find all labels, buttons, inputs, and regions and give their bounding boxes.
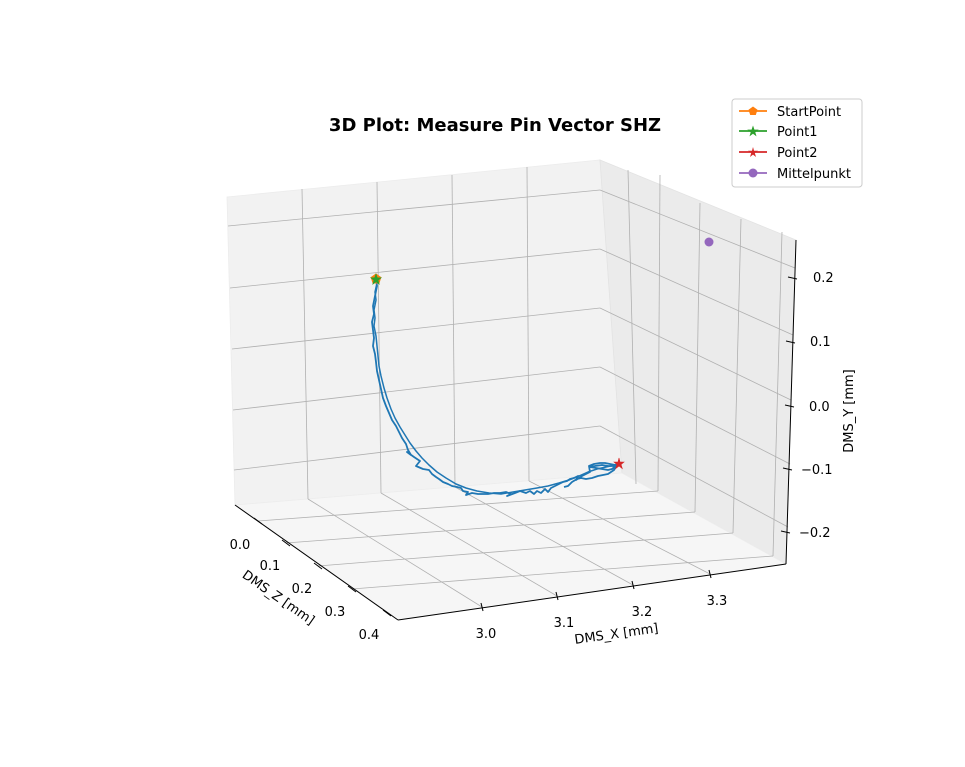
tick-mark bbox=[780, 530, 791, 534]
grid-line bbox=[657, 174, 661, 492]
legend-entry-point2: Point2 bbox=[739, 146, 818, 161]
series-trajectory-return bbox=[373, 282, 616, 495]
legend-point1-marker bbox=[747, 125, 759, 137]
x-axis-label: DMS_X [mm] bbox=[574, 621, 660, 648]
left-pane bbox=[226, 159, 623, 506]
tick-mark bbox=[784, 404, 795, 408]
x-tick-label: 3.0 bbox=[476, 627, 497, 642]
z-axis-line bbox=[234, 504, 399, 621]
grid-line bbox=[599, 189, 796, 269]
grid-line bbox=[451, 174, 456, 488]
legend-entry-startpoint: StartPoint bbox=[739, 105, 841, 120]
legend-point2-marker bbox=[748, 147, 758, 157]
x-axis-line bbox=[397, 563, 787, 621]
grid-line bbox=[599, 425, 789, 528]
legend-label: Mittelpunkt bbox=[777, 167, 851, 182]
legend: StartPoint Point1 Point2 Mittelpunkt bbox=[731, 98, 863, 188]
tick-mark bbox=[382, 609, 392, 617]
tick-mark bbox=[785, 340, 796, 344]
z-tick-label: 0.1 bbox=[260, 559, 281, 574]
x-tick-label: 3.2 bbox=[632, 605, 653, 620]
chart-title: 3D Plot: Measure Pin Vector SHZ bbox=[329, 115, 661, 136]
axis-lines bbox=[234, 239, 797, 621]
y-tick-label: −0.1 bbox=[801, 463, 833, 478]
tick-labels: 0.0 0.1 0.2 0.3 0.4 3.0 3.1 3.2 3.3 0.2 … bbox=[230, 271, 834, 643]
point2-marker bbox=[613, 457, 625, 470]
tick-mark bbox=[782, 467, 793, 471]
grid-line bbox=[232, 366, 601, 411]
z-tick-label: 0.3 bbox=[325, 605, 346, 620]
tick-mark bbox=[253, 517, 263, 525]
grid-line bbox=[599, 366, 791, 465]
grid-line bbox=[233, 425, 601, 471]
z-tick-label: 0.0 bbox=[230, 538, 251, 553]
y-tick-label: 0.0 bbox=[809, 400, 830, 415]
legend-label: StartPoint bbox=[777, 105, 841, 120]
legend-startpoint-marker bbox=[748, 106, 758, 115]
tick-mark bbox=[631, 580, 635, 590]
tick-mark bbox=[708, 569, 712, 579]
legend-entry-point1: Point1 bbox=[739, 125, 818, 140]
grid-line bbox=[772, 231, 783, 557]
tick-mark bbox=[480, 602, 484, 612]
axis-panes bbox=[226, 159, 797, 621]
grid-line bbox=[307, 498, 483, 608]
x-tick-label: 3.1 bbox=[554, 616, 575, 631]
grid-line bbox=[301, 188, 309, 500]
grid-line bbox=[227, 189, 601, 227]
grid-line bbox=[599, 248, 794, 336]
legend-mittelpunkt-marker bbox=[748, 168, 758, 178]
grid-lines bbox=[227, 166, 796, 608]
legend-entry-mittelpunkt: Mittelpunkt bbox=[739, 167, 851, 182]
grid-line bbox=[376, 181, 382, 494]
tick-mark bbox=[347, 585, 357, 593]
y-tick-label: 0.1 bbox=[810, 335, 831, 350]
y-axis-line bbox=[785, 239, 797, 565]
z-tick-label: 0.2 bbox=[292, 582, 313, 597]
y-tick-label: 0.2 bbox=[813, 271, 834, 286]
grid-line bbox=[694, 202, 701, 513]
tick-mark bbox=[281, 539, 291, 547]
tick-mark bbox=[555, 591, 559, 601]
grid-line bbox=[380, 492, 558, 597]
y-axis-label: DMS_Y [mm] bbox=[842, 369, 857, 453]
mittelpunkt-marker bbox=[704, 237, 714, 247]
grid-line bbox=[257, 490, 659, 522]
grid-line bbox=[285, 511, 696, 544]
grid-line bbox=[229, 248, 601, 289]
legend-label: Point1 bbox=[777, 125, 818, 140]
grid-line bbox=[317, 532, 734, 567]
point1-marker bbox=[369, 273, 383, 285]
legend-box bbox=[731, 98, 863, 188]
grid-line bbox=[231, 307, 601, 350]
x-tick-label: 3.3 bbox=[707, 594, 728, 609]
y-tick-label: −0.2 bbox=[799, 526, 831, 541]
grid-line bbox=[627, 169, 637, 485]
grid-line bbox=[732, 218, 742, 534]
z-axis-label: DMS_Z [mm] bbox=[239, 568, 317, 629]
series-trajectory bbox=[371, 278, 620, 497]
grid-line bbox=[351, 555, 774, 590]
grid-line bbox=[528, 480, 711, 575]
markers bbox=[369, 237, 714, 470]
grid-line bbox=[454, 486, 634, 586]
z-tick-label: 0.4 bbox=[359, 628, 380, 643]
tick-mark bbox=[787, 276, 798, 280]
legend-label: Point2 bbox=[777, 146, 818, 161]
tick-mark bbox=[313, 562, 323, 570]
grid-line bbox=[526, 166, 530, 482]
tick-marks bbox=[253, 276, 798, 617]
